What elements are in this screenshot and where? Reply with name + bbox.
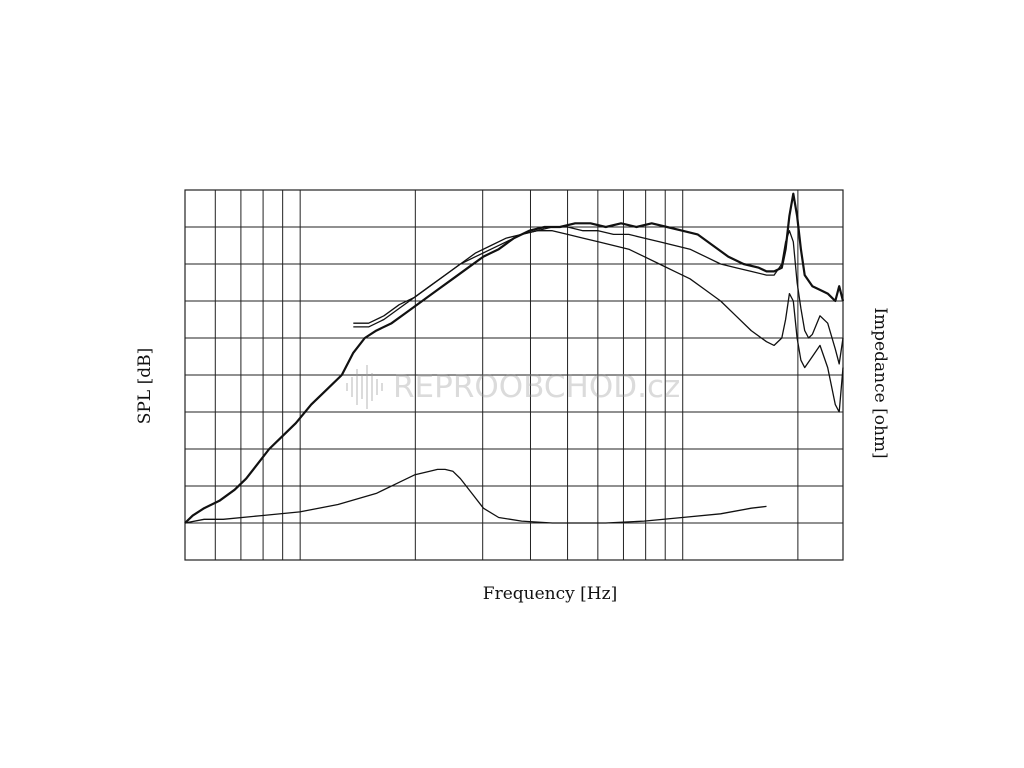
- watermark: REPROOBCHOD.cz: [345, 362, 680, 412]
- series-line-impedance: [184, 468, 767, 524]
- y-axis-label: SPL [dB]: [135, 347, 155, 425]
- watermark-text: REPROOBCHOD.cz: [393, 369, 681, 405]
- series-line-spl-on-axis: [184, 192, 845, 524]
- y-axis-right-label: Impedance [ohm]: [870, 307, 890, 459]
- waveform-logo-icon: [346, 365, 383, 409]
- x-axis-label: Frequency [Hz]: [482, 584, 618, 604]
- series-line-spl-off-axis-2: [353, 230, 844, 413]
